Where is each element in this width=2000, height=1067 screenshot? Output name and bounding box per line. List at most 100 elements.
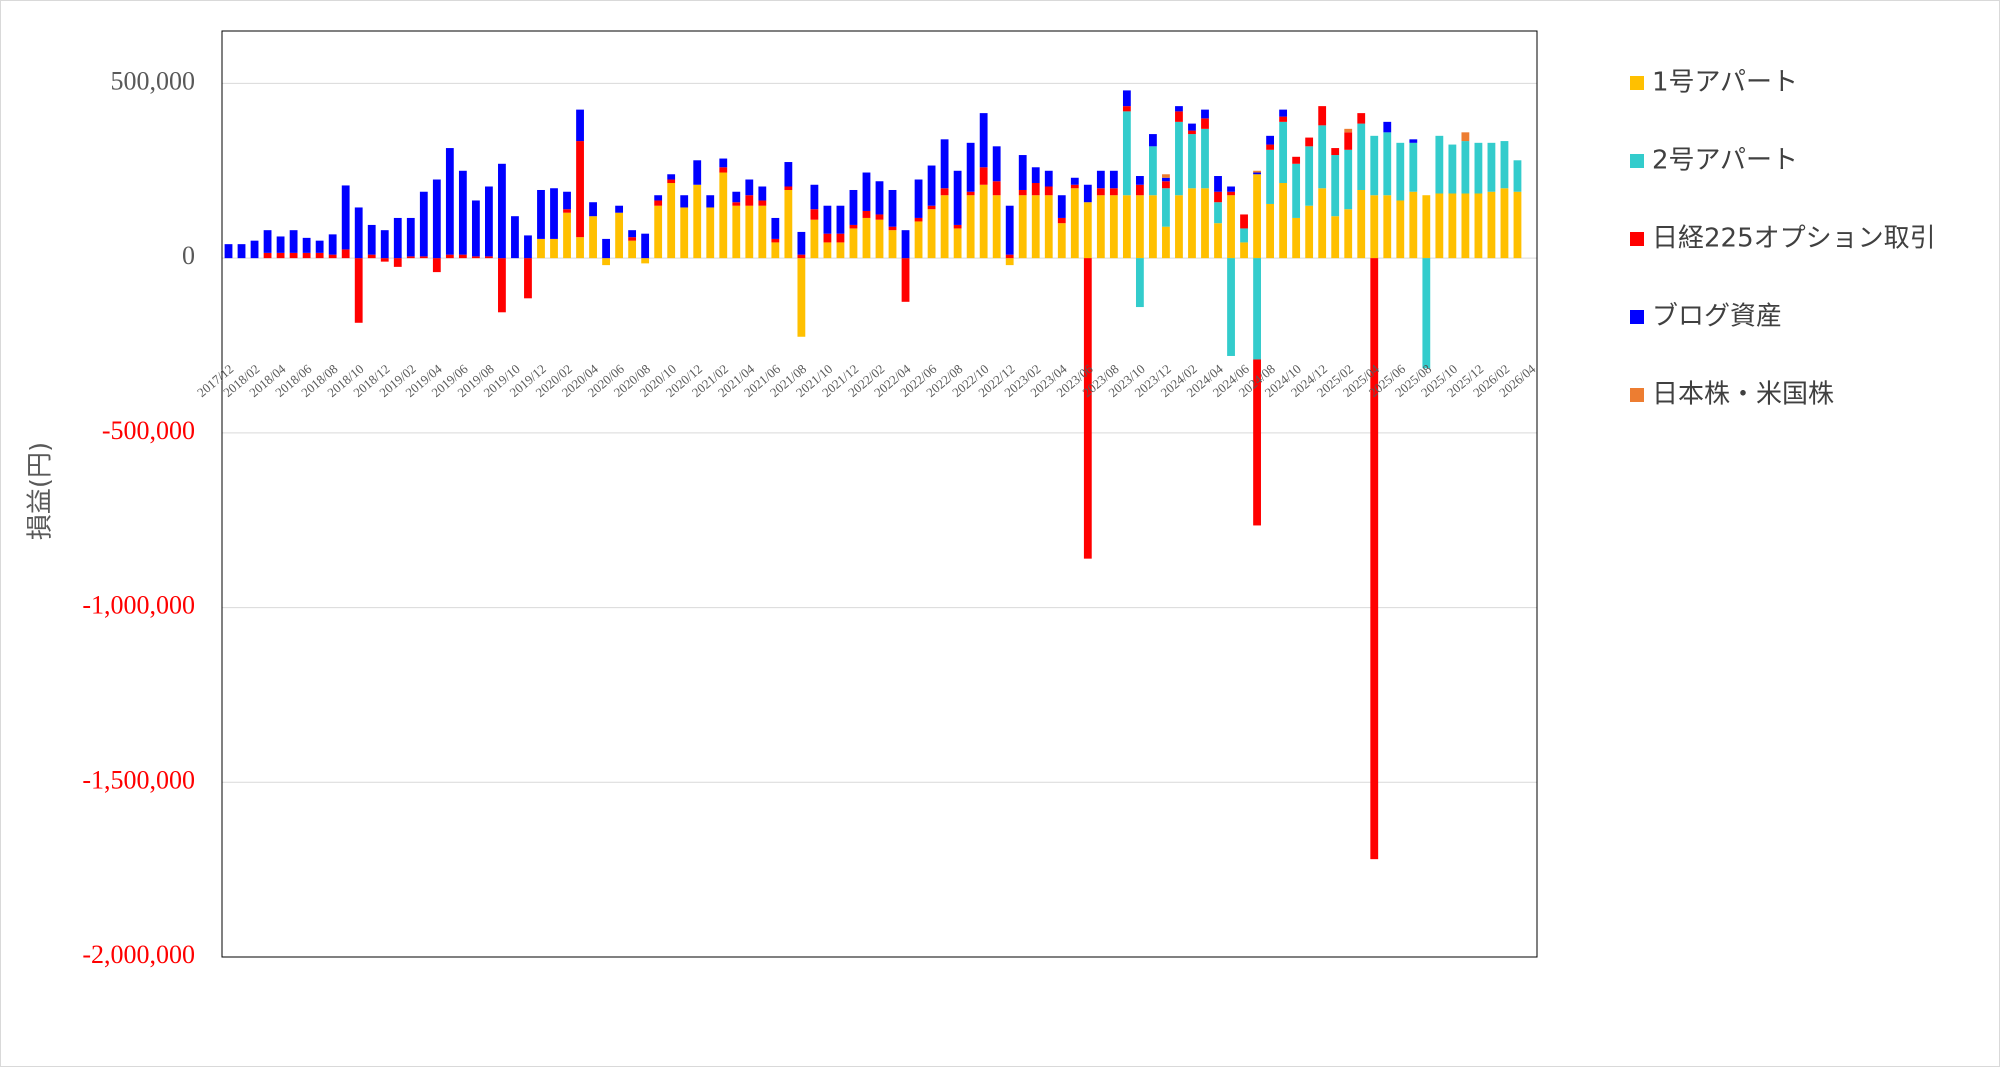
bar-segment	[1474, 142, 1483, 194]
bar-segment	[979, 113, 988, 168]
bar-segment	[1422, 195, 1431, 259]
bar-segment	[654, 200, 663, 206]
bar-segment	[1318, 125, 1327, 189]
bar-segment	[1318, 106, 1327, 126]
bar-segment	[719, 172, 728, 259]
bar-segment	[1083, 202, 1092, 259]
bar-segment	[693, 160, 702, 185]
bar-segment	[836, 242, 845, 259]
bar-segment	[1370, 258, 1379, 860]
bar-segment	[1513, 191, 1522, 259]
bar-segment	[1357, 123, 1366, 190]
bar-segment	[1057, 223, 1066, 259]
bar-segment	[680, 207, 689, 259]
bar-segment	[745, 195, 754, 206]
bar-segment	[589, 202, 597, 217]
bar-segment	[1396, 142, 1405, 201]
bar-segment	[719, 158, 728, 168]
bar-segment	[862, 172, 871, 211]
bar-segment	[1031, 195, 1040, 259]
bar-segment	[758, 186, 767, 201]
bar-segment	[367, 224, 376, 255]
bar-segment	[1096, 195, 1105, 259]
bar-segment	[1474, 193, 1483, 259]
bar-segment	[1214, 223, 1222, 259]
bar-segment	[667, 179, 676, 184]
bar-segment	[1370, 195, 1379, 259]
bar-segment	[445, 148, 454, 255]
bar-segment	[1240, 242, 1248, 259]
bar-segment	[706, 195, 715, 208]
bar-segment	[406, 217, 415, 257]
bar-segment	[888, 230, 897, 259]
bar-segment	[927, 205, 936, 210]
bar-segment	[1175, 121, 1183, 196]
bar-segment	[1279, 183, 1288, 259]
bar-segment	[1149, 195, 1157, 259]
bar-segment	[1422, 258, 1431, 369]
bar-segment	[771, 238, 780, 243]
bar-segment	[1266, 144, 1274, 150]
bar-segment	[1162, 174, 1170, 178]
bar-segment	[1253, 170, 1261, 173]
bar-segment	[432, 179, 441, 259]
bar-segment	[719, 167, 728, 173]
bar-segment	[979, 184, 988, 259]
bar-segment	[458, 254, 467, 259]
bar-segment	[615, 205, 624, 213]
bar-segment	[1344, 132, 1353, 150]
bar-segment	[250, 240, 259, 259]
bar-segment	[328, 234, 337, 255]
bar-segment	[1240, 228, 1248, 243]
bar-segment	[966, 191, 975, 196]
bar-segment	[914, 217, 923, 222]
bar-segment	[1135, 195, 1144, 259]
bar-segment	[849, 224, 858, 229]
bar-segment	[563, 212, 571, 259]
bar-segment	[1435, 193, 1444, 259]
bar-segment	[1331, 148, 1340, 156]
bar-segment	[1383, 195, 1392, 259]
bar-segment	[758, 200, 767, 206]
bar-segment	[966, 142, 975, 192]
bar-segment	[1253, 174, 1261, 259]
bar-segment	[445, 254, 454, 259]
bar-segment	[1135, 258, 1144, 308]
bar-segment	[1279, 109, 1288, 117]
bar-segment	[1409, 191, 1418, 259]
bar-segment	[328, 254, 337, 259]
bar-segment	[966, 195, 975, 259]
legend-label: 1号アパート	[1652, 68, 1798, 98]
bar-segment	[810, 184, 819, 210]
bar-segment	[927, 165, 936, 206]
bar-segment	[1305, 137, 1314, 147]
bar-segment	[1500, 141, 1509, 189]
bar-segment	[810, 209, 819, 220]
bar-segment	[1227, 186, 1235, 192]
bar-segment	[1188, 134, 1196, 189]
bar-segment	[393, 217, 402, 259]
bar-segment	[1448, 193, 1457, 259]
bar-segment	[1344, 149, 1353, 210]
bar-segment	[771, 217, 780, 239]
bar-segment	[602, 238, 610, 259]
legend-swatch	[1630, 310, 1644, 324]
bar-segment	[237, 244, 246, 259]
bar-segment	[1409, 139, 1418, 143]
bar-segment	[849, 189, 858, 225]
bar-segment	[1018, 189, 1027, 196]
bar-segment	[1500, 188, 1509, 259]
bar-segment	[563, 191, 571, 210]
y-tick-label: 500,000	[111, 66, 196, 95]
bar-segment	[380, 230, 389, 259]
bar-segment	[862, 210, 871, 218]
bar-segment	[901, 258, 910, 302]
bar-segment	[758, 205, 767, 259]
bar-segment	[263, 230, 272, 253]
bar-segment	[1331, 216, 1340, 259]
bar-segment	[667, 183, 676, 259]
bar-segment	[1305, 205, 1314, 259]
bar-segment	[1214, 191, 1222, 203]
bar-segment	[1292, 156, 1301, 164]
bar-segment	[745, 179, 754, 196]
